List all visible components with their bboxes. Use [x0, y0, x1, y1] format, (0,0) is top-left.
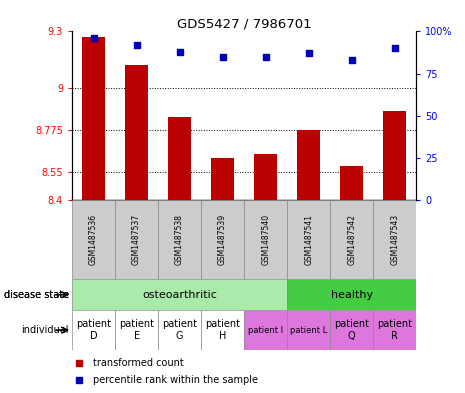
Point [348, 57, 355, 63]
Text: GSM1487538: GSM1487538 [175, 214, 184, 265]
Text: patient
D: patient D [76, 320, 111, 341]
Text: GSM1487539: GSM1487539 [218, 214, 227, 265]
Text: GSM1487537: GSM1487537 [132, 214, 141, 265]
Bar [201, 200, 244, 279]
Text: transformed count: transformed count [93, 358, 184, 367]
Text: patient
G: patient G [162, 320, 197, 341]
Bar [297, 130, 320, 200]
Bar [168, 117, 192, 200]
Bar [201, 310, 244, 350]
Point [90, 35, 97, 41]
Bar [158, 310, 201, 350]
Bar [72, 310, 115, 350]
Bar [340, 166, 364, 200]
Bar [383, 111, 406, 200]
Bar [373, 200, 416, 279]
Bar [125, 65, 148, 200]
Bar [158, 200, 201, 279]
Title: GDS5427 / 7986701: GDS5427 / 7986701 [177, 17, 312, 30]
Bar [115, 200, 158, 279]
Point [176, 49, 183, 55]
Bar [287, 200, 330, 279]
Bar [330, 310, 373, 350]
Bar [115, 310, 158, 350]
Point [391, 45, 399, 51]
Bar [254, 154, 278, 200]
Bar [373, 310, 416, 350]
Bar [82, 37, 106, 200]
Text: GSM1487536: GSM1487536 [89, 214, 98, 265]
Bar [287, 310, 330, 350]
Bar [330, 200, 373, 279]
Bar [244, 200, 287, 279]
Text: patient
E: patient E [119, 320, 154, 341]
Text: GSM1487542: GSM1487542 [347, 214, 356, 265]
Text: GSM1487540: GSM1487540 [261, 214, 270, 265]
Point [133, 42, 140, 48]
Text: disease state: disease state [4, 290, 69, 300]
Bar [72, 279, 287, 310]
Text: percentile rank within the sample: percentile rank within the sample [93, 375, 258, 385]
Text: patient I: patient I [248, 326, 283, 334]
Text: patient L: patient L [290, 326, 327, 334]
Bar [244, 310, 287, 350]
Text: individual: individual [21, 325, 69, 335]
Point [262, 53, 269, 60]
Text: patient
R: patient R [377, 320, 412, 341]
Text: osteoarthritic: osteoarthritic [142, 290, 217, 300]
Bar [211, 158, 234, 200]
Text: disease state: disease state [4, 290, 69, 300]
Text: GSM1487541: GSM1487541 [304, 214, 313, 265]
Bar [72, 200, 115, 279]
Point [305, 50, 312, 57]
Point [219, 53, 226, 60]
Bar [287, 279, 416, 310]
Text: patient
Q: patient Q [334, 320, 369, 341]
Text: GSM1487543: GSM1487543 [390, 214, 399, 265]
Text: patient
H: patient H [205, 320, 240, 341]
Text: healthy: healthy [331, 290, 373, 300]
